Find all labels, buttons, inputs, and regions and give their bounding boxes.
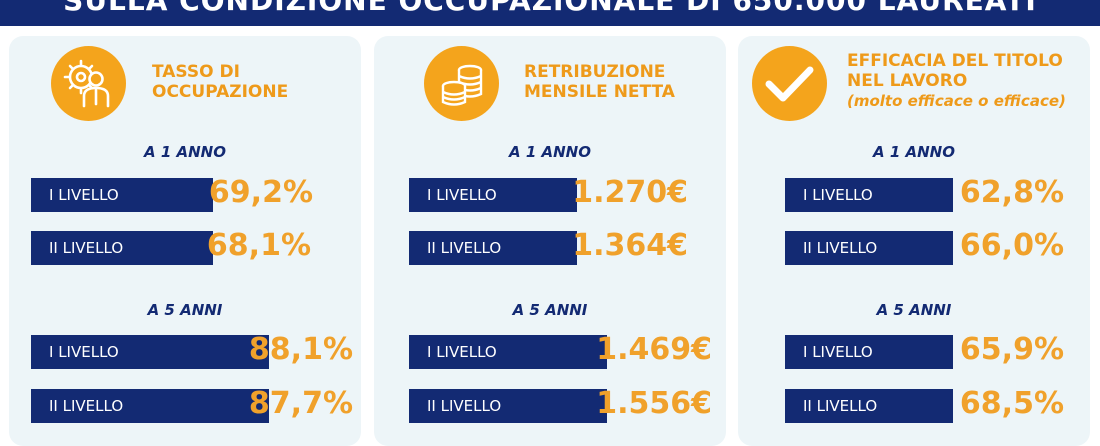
level-label: I LIVELLO — [785, 178, 953, 212]
period-label: A 1 ANNO — [873, 143, 955, 161]
level-label: II LIVELLO — [785, 231, 953, 265]
gear-person-icon — [51, 46, 126, 121]
level-label: I LIVELLO — [31, 335, 269, 369]
card-title-line: MENSILE NETTA — [524, 82, 675, 102]
card-employment-rate: TASSO DI OCCUPAZIONE A 1 ANNO I LIVELLO … — [9, 36, 361, 446]
level-label: I LIVELLO — [409, 335, 607, 369]
level-label: II LIVELLO — [785, 389, 953, 423]
stat-value: 62,8% — [959, 175, 1064, 210]
stat-row: I LIVELLO 65,9% — [738, 332, 1090, 369]
card-title-line: NEL LAVORO — [847, 71, 968, 91]
period-label: A 5 ANNI — [512, 301, 588, 319]
period-label: A 5 ANNI — [876, 301, 952, 319]
stat-value: 65,9% — [959, 332, 1064, 367]
card-title: EFFICACIA DEL TITOLO NEL LAVORO (molto e… — [847, 51, 1066, 111]
level-label: II LIVELLO — [409, 231, 577, 265]
stat-value: 87,7% — [248, 386, 353, 421]
level-label: II LIVELLO — [31, 231, 213, 265]
period-label: A 1 ANNO — [509, 143, 591, 161]
stat-value: 69,2% — [208, 175, 313, 210]
header-title: SULLA CONDIZIONE OCCUPAZIONALE DI 650.00… — [63, 0, 1037, 17]
stat-value: 68,5% — [959, 386, 1064, 421]
period-label: A 1 ANNO — [144, 143, 226, 161]
stat-row: II LIVELLO 1.364€ — [374, 228, 726, 265]
card-degree-effectiveness: EFFICACIA DEL TITOLO NEL LAVORO (molto e… — [738, 36, 1090, 446]
header-banner: SULLA CONDIZIONE OCCUPAZIONALE DI 650.00… — [0, 0, 1100, 26]
stat-row: II LIVELLO 66,0% — [738, 228, 1090, 265]
stat-row: II LIVELLO 1.556€ — [374, 386, 726, 423]
stat-row: II LIVELLO 68,1% — [9, 228, 361, 265]
stat-row: I LIVELLO 69,2% — [9, 175, 361, 212]
card-title-line: TASSO DI — [152, 62, 240, 82]
stat-row: I LIVELLO 1.270€ — [374, 175, 726, 212]
stat-value: 88,1% — [248, 332, 353, 367]
stat-row: I LIVELLO 88,1% — [9, 332, 361, 369]
stat-row: I LIVELLO 1.469€ — [374, 332, 726, 369]
stat-value: 1.364€ — [572, 228, 688, 263]
card-title: RETRIBUZIONE MENSILE NETTA — [524, 62, 675, 102]
period-label: A 5 ANNI — [147, 301, 223, 319]
stat-value: 68,1% — [206, 228, 311, 263]
level-label: I LIVELLO — [409, 178, 577, 212]
stat-row: II LIVELLO 87,7% — [9, 386, 361, 423]
level-label: II LIVELLO — [409, 389, 607, 423]
card-title-line: EFFICACIA DEL TITOLO — [847, 51, 1063, 71]
stat-value: 1.556€ — [596, 386, 712, 421]
level-label: II LIVELLO — [31, 389, 269, 423]
stat-value: 66,0% — [959, 228, 1064, 263]
level-label: I LIVELLO — [785, 335, 953, 369]
card-title-line: OCCUPAZIONE — [152, 82, 289, 102]
stat-value: 1.469€ — [596, 332, 712, 367]
card-title: TASSO DI OCCUPAZIONE — [152, 62, 288, 102]
checkmark-icon — [752, 46, 827, 121]
card-net-salary: RETRIBUZIONE MENSILE NETTA A 1 ANNO I LI… — [374, 36, 726, 446]
card-subtitle: (molto efficace o efficace) — [847, 92, 1066, 110]
stat-value: 1.270€ — [572, 175, 688, 210]
card-title-line: RETRIBUZIONE — [524, 62, 666, 82]
stat-row: I LIVELLO 62,8% — [738, 175, 1090, 212]
level-label: I LIVELLO — [31, 178, 213, 212]
coins-stack-icon — [424, 46, 499, 121]
stat-row: II LIVELLO 68,5% — [738, 386, 1090, 423]
